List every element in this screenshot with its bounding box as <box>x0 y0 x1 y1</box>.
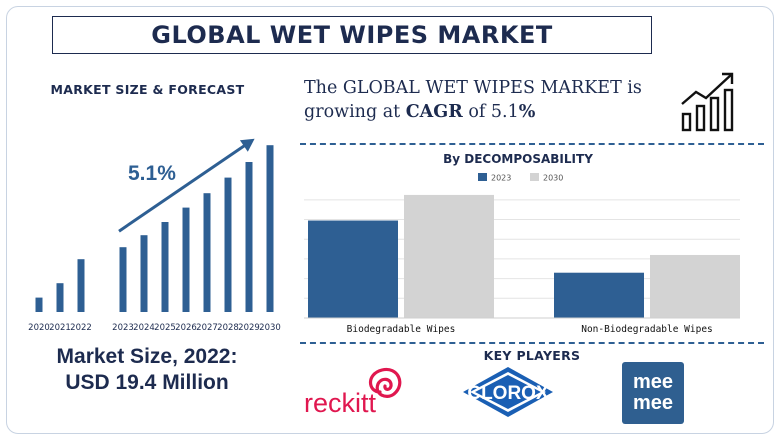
forecast-bar-2023 <box>119 247 127 312</box>
cagr-line2: growing at CAGR of 5.1% <box>304 100 664 124</box>
forecast-bar-2024 <box>140 235 148 312</box>
legend-swatch-2030 <box>530 173 539 181</box>
market-size-heading: MARKET SIZE & FORECAST <box>50 82 245 97</box>
section-divider-bottom <box>300 342 764 344</box>
forecast-year-label: 2027 <box>196 323 218 333</box>
reckitt-logo: reckitt <box>304 367 402 418</box>
legend-label-2030: 2030 <box>543 174 563 183</box>
forecast-year-label: 2020 <box>28 323 50 333</box>
forecast-bar-2022 <box>77 259 85 312</box>
market-size-line2: USD 19.4 Million <box>65 371 229 394</box>
forecast-year-label: 2026 <box>175 323 197 333</box>
decomposability-title: By DECOMPOSABILITY <box>443 152 593 166</box>
trend-arrow-line <box>118 141 249 233</box>
market-size-callout: Market Size, 2022: USD 19.4 Million <box>22 344 272 396</box>
cagr-prefix: growing at <box>304 102 406 122</box>
forecast-bar-2026 <box>182 207 190 312</box>
forecast-bar-2027 <box>203 193 211 312</box>
forecast-year-label: 2022 <box>70 323 92 333</box>
cagr-statement: The GLOBAL WET WIPES MARKET is growing a… <box>304 76 664 124</box>
title-banner: GLOBAL WET WIPES MARKET <box>52 16 652 54</box>
forecast-bar-2025 <box>161 222 169 312</box>
forecast-bar-2028 <box>224 177 232 312</box>
forecast-bar-2029 <box>245 162 253 312</box>
market-size-line1: Market Size, 2022: <box>56 345 238 368</box>
legend-label-2023: 2023 <box>491 174 511 183</box>
key-players-heading: KEY PLAYERS <box>483 348 581 363</box>
forecast-bar-2021 <box>56 283 64 312</box>
category-label: Non-Biodegradable Wipes <box>581 324 713 335</box>
meemee-line2: mee <box>632 392 674 414</box>
legend-swatch-2023 <box>478 173 487 181</box>
bar-2030-1 <box>650 254 740 318</box>
forecast-bar-2020 <box>35 297 43 312</box>
forecast-year-label: 2030 <box>259 323 281 333</box>
section-divider-top <box>300 143 764 145</box>
cagr-line1: The GLOBAL WET WIPES MARKET is <box>304 78 642 98</box>
market-size-forecast-chart: 2020 2021 2022 2023 2024 2025 2026 2027 2028 2029… <box>28 138 281 333</box>
page-title: GLOBAL WET WIPES MARKET <box>151 21 553 49</box>
category-label: Biodegradable Wipes <box>347 324 456 335</box>
forecast-year-label: 2024 <box>133 323 155 333</box>
forecast-year-label: 2029 <box>238 323 260 333</box>
cagr-percent: % <box>518 102 536 122</box>
clorox-logo: CLOROX <box>463 367 553 417</box>
meemee-logo: mee mee <box>622 362 684 424</box>
decomposability-chart: By DECOMPOSABILITY 2023 2030 Biodegradable … <box>304 152 740 335</box>
bar-2030-0 <box>404 194 494 318</box>
forecast-year-label: 2028 <box>217 323 239 333</box>
bar-2023-1 <box>554 272 644 318</box>
forecast-bar-2030 <box>266 145 274 312</box>
cagr-keyword: CAGR <box>405 102 463 122</box>
clorox-wordmark: CLOROX <box>467 383 549 404</box>
cagr-value: of 5.1 <box>462 102 519 122</box>
forecast-year-label: 2023 <box>112 323 134 333</box>
trend-arrow-head <box>239 138 255 152</box>
growth-chart-icon <box>681 72 734 132</box>
bar-2023-0 <box>308 220 398 318</box>
cagr-annotation: 5.1% <box>128 162 176 185</box>
forecast-year-label: 2025 <box>154 323 176 333</box>
meemee-line1: mee <box>632 371 674 393</box>
forecast-year-label: 2021 <box>49 323 71 333</box>
reckitt-wordmark: reckitt <box>304 388 377 418</box>
